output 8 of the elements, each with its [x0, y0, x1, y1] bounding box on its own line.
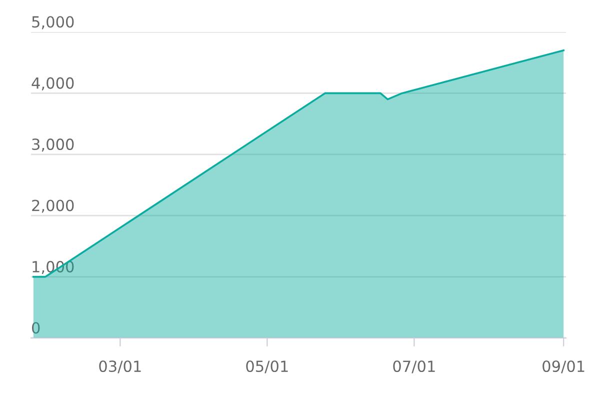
x-tick-label: 05/01: [246, 360, 288, 374]
y-tick-label: 4,000: [32, 77, 74, 90]
y-tick-label: 5,000: [32, 16, 74, 30]
y-tick-label: 2,000: [32, 200, 74, 213]
x-tick-label: 07/01: [393, 360, 435, 374]
x-tick-label: 03/01: [99, 360, 141, 374]
y-tick-label: 3,000: [32, 138, 74, 152]
x-tick-label: 09/01: [542, 360, 584, 374]
